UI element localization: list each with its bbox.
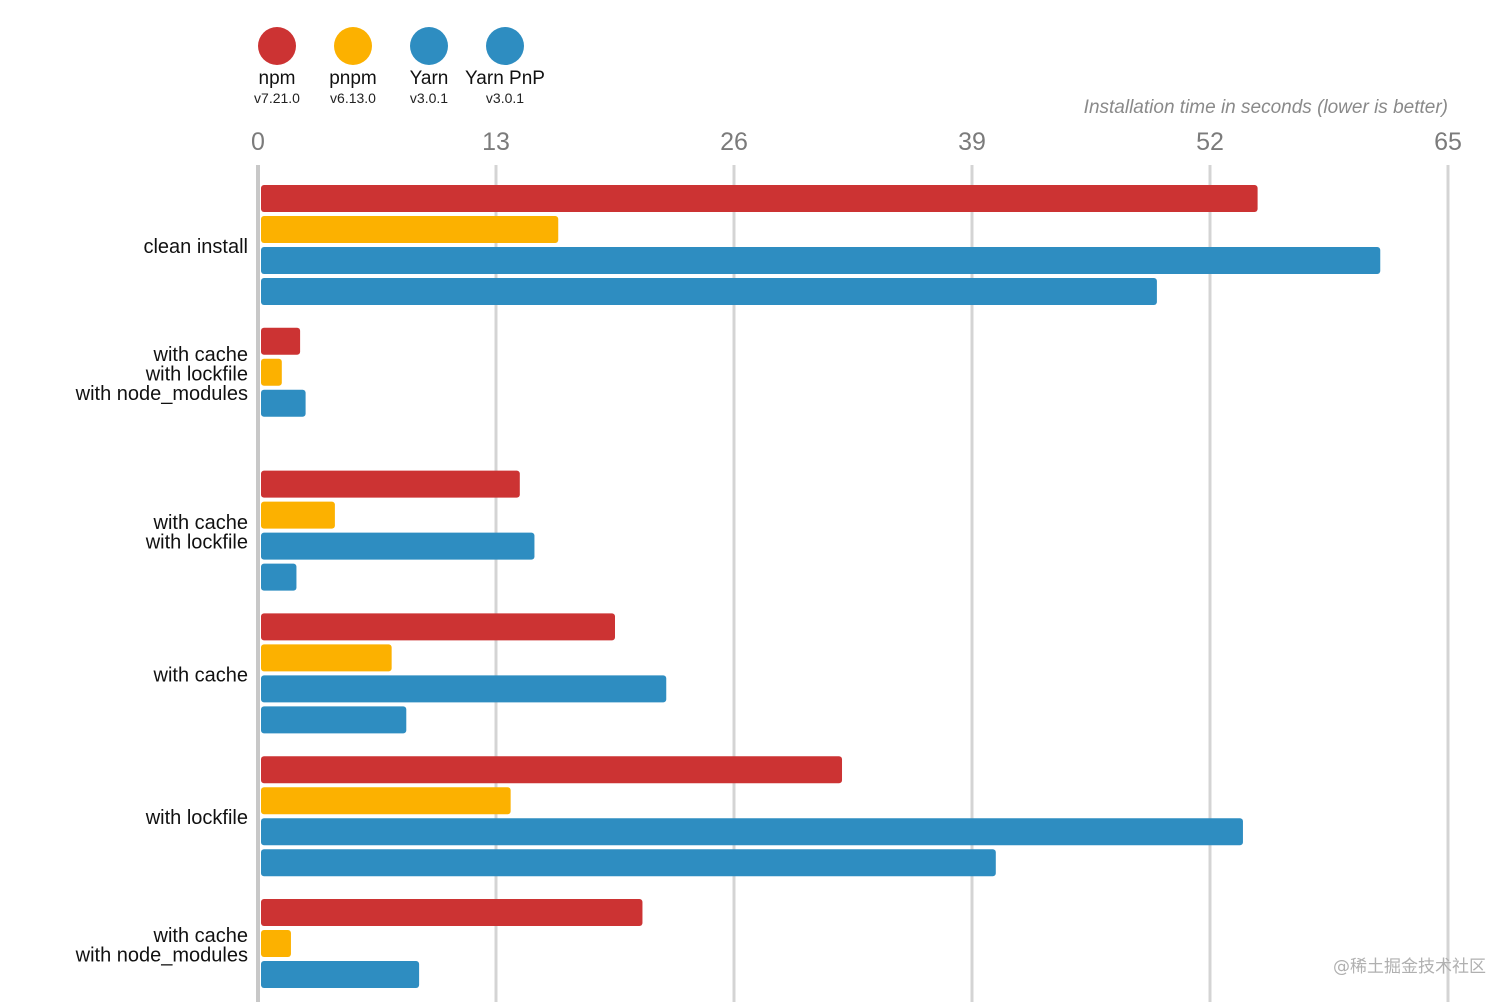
bar-npm-3	[261, 613, 615, 641]
bar-yarn-3	[261, 675, 667, 703]
legend-version-yarn: v3.0.1	[410, 90, 448, 106]
category-label-3: with cache	[153, 664, 249, 686]
bar-npm-0	[261, 185, 1258, 212]
bar-npm-2	[261, 470, 520, 498]
bar-pnpm-0	[261, 216, 559, 243]
category-label-4: with lockfile	[145, 807, 248, 829]
bar-yarn-1	[261, 389, 306, 417]
x-tick-label-52: 52	[1196, 128, 1224, 156]
legend-swatch-pnpm	[334, 27, 372, 65]
bar-yarn-pnp-0	[261, 278, 1157, 305]
bar-npm-5	[261, 899, 643, 926]
legend-version-pnpm: v6.13.0	[330, 90, 376, 106]
bar-yarn-pnp-3	[261, 706, 407, 734]
watermark-text: @稀土掘金技术社区	[1333, 957, 1486, 977]
category-label-2: with cache with lockfile	[145, 512, 248, 554]
category-label-5: with cache with node_modules	[75, 925, 248, 967]
legend-swatch-yarn-pnp	[486, 27, 524, 65]
x-tick-label-0: 0	[251, 128, 265, 156]
x-tick-labels: 0 13 26 39 52 65	[251, 128, 1462, 156]
bar-yarn-5	[261, 961, 420, 988]
bar-pnpm-1	[261, 358, 282, 386]
legend-label-yarn: Yarn	[410, 68, 449, 89]
bar-pnpm-4	[261, 787, 511, 815]
chart-subtitle: Installation time in seconds (lower is b…	[1084, 97, 1448, 118]
x-tick-label-39: 39	[958, 128, 986, 156]
bar-yarn-2	[261, 532, 535, 560]
x-tick-label-13: 13	[482, 128, 510, 156]
bar-yarn-pnp-4	[261, 849, 996, 877]
bar-yarn-pnp-2	[261, 563, 297, 591]
legend-label-yarn-pnp: Yarn PnP	[465, 68, 545, 89]
legend-label-pnpm: pnpm	[329, 68, 377, 89]
bar-npm-1	[261, 327, 301, 355]
category-label-1: with cache with lockfile with node_modules	[75, 344, 248, 405]
legend-swatch-yarn	[410, 27, 448, 65]
bar-yarn-0	[261, 247, 1381, 274]
bar-pnpm-3	[261, 644, 392, 672]
legend-swatch-npm	[258, 27, 296, 65]
legend-version-npm: v7.21.0	[254, 90, 300, 106]
bar-npm-4	[261, 756, 843, 784]
legend-label-npm: npm	[259, 68, 296, 89]
bar-yarn-4	[261, 818, 1243, 846]
x-tick-label-26: 26	[720, 128, 748, 156]
category-label-0: clean install	[143, 236, 248, 258]
bar-pnpm-5	[261, 930, 291, 957]
bars	[261, 185, 1381, 988]
legend-version-yarn-pnp: v3.0.1	[486, 90, 524, 106]
x-tick-label-65: 65	[1434, 128, 1462, 156]
bar-pnpm-2	[261, 501, 335, 529]
